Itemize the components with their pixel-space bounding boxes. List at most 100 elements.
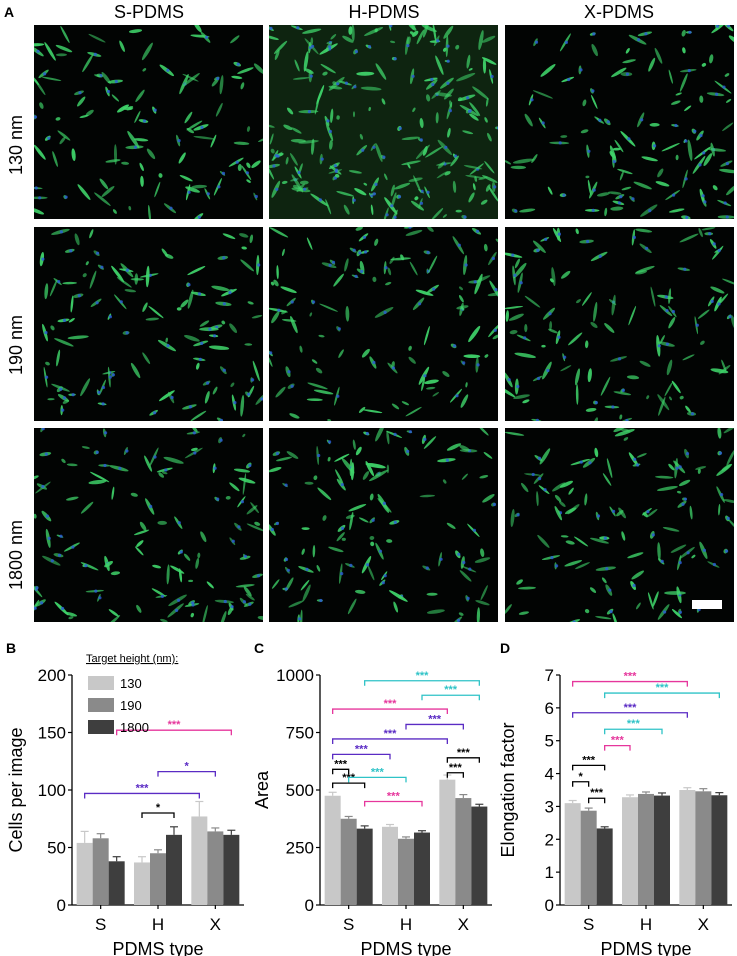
y-axis-title: Elongation factor — [498, 722, 518, 857]
y-tick-label: 4 — [545, 765, 554, 784]
x-axis-title: PDMS type — [112, 939, 203, 956]
y-tick-label: 150 — [38, 724, 66, 743]
x-tick-label: X — [210, 915, 221, 934]
x-tick-label: H — [640, 915, 652, 934]
legend-swatch-1800 — [88, 720, 114, 734]
legend-entry-130: 130 — [120, 676, 142, 691]
significance-bracket — [332, 753, 391, 760]
bar-s-130 — [76, 842, 93, 905]
significance-label: *** — [136, 782, 150, 794]
y-tick-label: 0 — [545, 896, 554, 915]
significance-label: *** — [627, 718, 641, 730]
significance-label: *** — [611, 735, 625, 747]
significance-bracket — [572, 680, 688, 687]
legend-title: Target height (nm): — [86, 653, 178, 665]
bar-s-190 — [340, 818, 357, 905]
x-tick-label: X — [458, 915, 469, 934]
y-tick-label: 750 — [286, 724, 314, 743]
significance-bracket — [572, 764, 606, 771]
significance-label: *** — [371, 766, 385, 778]
panel-label-a: A — [4, 4, 15, 20]
significance-bracket — [116, 729, 232, 736]
bar-x-1800 — [223, 834, 240, 905]
significance-label: *** — [656, 682, 670, 694]
panel-label-b: B — [6, 640, 17, 656]
significance-bracket — [348, 776, 407, 783]
row-label-190: 190 nm — [6, 314, 26, 375]
y-axis-title: Area — [252, 770, 272, 809]
micrograph-x-130 — [505, 25, 734, 219]
bar-h-190 — [398, 838, 414, 905]
significance-bracket — [364, 800, 423, 807]
bar-s-1800 — [596, 828, 613, 905]
significance-bracket — [604, 692, 720, 699]
micrograph-h-1800 — [269, 428, 498, 622]
significance-label: *** — [624, 671, 638, 683]
significance-bracket — [604, 728, 663, 735]
significance-bracket — [332, 738, 448, 744]
bar-x-1800 — [471, 806, 488, 905]
x-tick-label: S — [583, 915, 594, 934]
bar-h-130 — [382, 826, 398, 905]
column-title-h-pdms: H-PDMS — [348, 2, 420, 22]
y-tick-label: 3 — [545, 797, 554, 816]
panel-label-d: D — [500, 640, 511, 656]
micrograph-h-130 — [269, 25, 498, 219]
micrograph-x-1800 — [505, 428, 734, 622]
y-tick-label: 2 — [545, 830, 554, 849]
bar-h-1800 — [166, 834, 182, 905]
x-tick-label: X — [698, 915, 709, 934]
row-label-130: 130 nm — [6, 114, 26, 175]
y-tick-label: 500 — [286, 781, 314, 800]
y-axis-title: Cells per image — [6, 727, 26, 852]
significance-label: *** — [449, 762, 463, 774]
significance-bracket — [446, 757, 480, 763]
y-tick-label: 250 — [286, 839, 314, 858]
y-tick-label: 5 — [545, 732, 554, 751]
row-label-1800: 1800 nm — [6, 519, 26, 590]
bar-h-130 — [622, 797, 638, 905]
significance-label: *** — [416, 670, 430, 682]
significance-bracket — [84, 792, 200, 799]
significance-label: *** — [428, 713, 442, 725]
y-tick-label: 1000 — [276, 666, 314, 685]
significance-label: *** — [444, 684, 458, 696]
significance-label: *** — [168, 719, 182, 731]
significance-label: *** — [355, 743, 369, 755]
y-tick-label: 1 — [545, 863, 554, 882]
micrograph-x-190 — [505, 227, 734, 421]
scale-bar — [692, 600, 722, 609]
x-tick-label: H — [152, 915, 164, 934]
y-tick-label: 0 — [305, 896, 314, 915]
significance-bracket — [405, 723, 464, 730]
significance-bracket — [332, 768, 350, 775]
significance-bracket — [604, 744, 631, 751]
significance-bracket — [572, 781, 590, 787]
bar-x-190 — [207, 831, 224, 905]
bar-h-190 — [150, 853, 166, 905]
significance-label: *** — [457, 747, 471, 759]
bar-h-190 — [638, 793, 654, 905]
bar-x-190 — [455, 798, 472, 905]
significance-bracket — [332, 708, 448, 715]
significance-bracket — [157, 770, 216, 777]
y-tick-label: 7 — [545, 666, 554, 685]
significance-bracket — [421, 694, 480, 701]
significance-bracket — [364, 680, 480, 686]
legend-swatch-130 — [88, 676, 114, 690]
legend-swatch-190 — [88, 698, 114, 712]
x-tick-label: H — [400, 915, 412, 934]
significance-label: * — [579, 771, 584, 783]
significance-bracket — [572, 712, 688, 718]
significance-label: *** — [387, 791, 401, 803]
significance-label: *** — [334, 758, 348, 770]
y-tick-label: 6 — [545, 699, 554, 718]
bar-x-130 — [191, 816, 208, 905]
column-title-x-pdms: X-PDMS — [583, 2, 654, 22]
bar-x-190 — [695, 791, 712, 905]
significance-bracket — [141, 812, 175, 818]
bar-s-190 — [92, 838, 109, 905]
micrograph-h-190 — [269, 227, 498, 421]
